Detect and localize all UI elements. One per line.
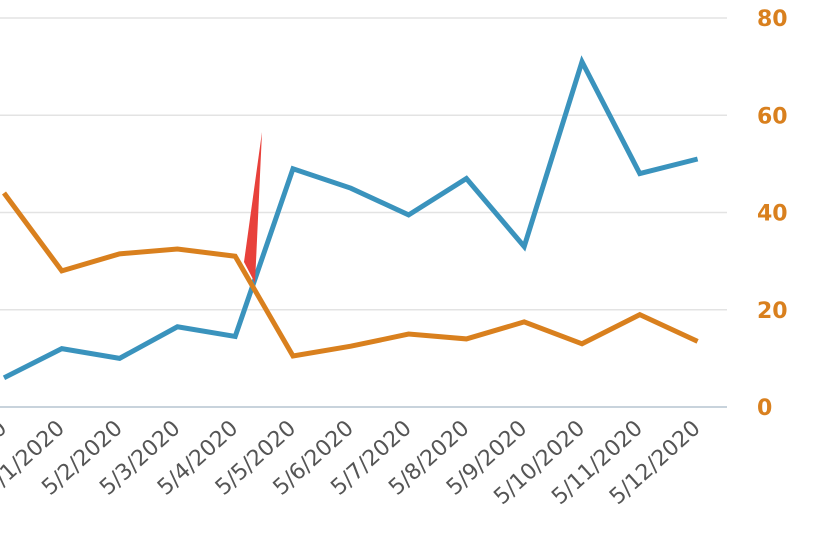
red-arrow-icon (244, 132, 262, 283)
series-line-2 (1, 191, 699, 359)
y-tick-label: 20 (757, 299, 788, 324)
series-lines (1, 55, 699, 381)
y-tick-label: 40 (757, 202, 788, 227)
series-line-1 (2, 55, 699, 381)
y-tick-label: 0 (757, 396, 772, 421)
arrow-annotation (244, 132, 262, 283)
y-tick-label: 80 (757, 7, 788, 32)
x-axis-ticks: 0/1/20205/2/20205/3/20205/4/20205/5/2020… (0, 416, 706, 510)
y-axis-ticks: 0 20 40 60 80 (757, 7, 788, 421)
y-tick-label: 60 (757, 104, 788, 129)
x-tick-label: 0 (0, 416, 12, 444)
gridlines (0, 17, 727, 311)
